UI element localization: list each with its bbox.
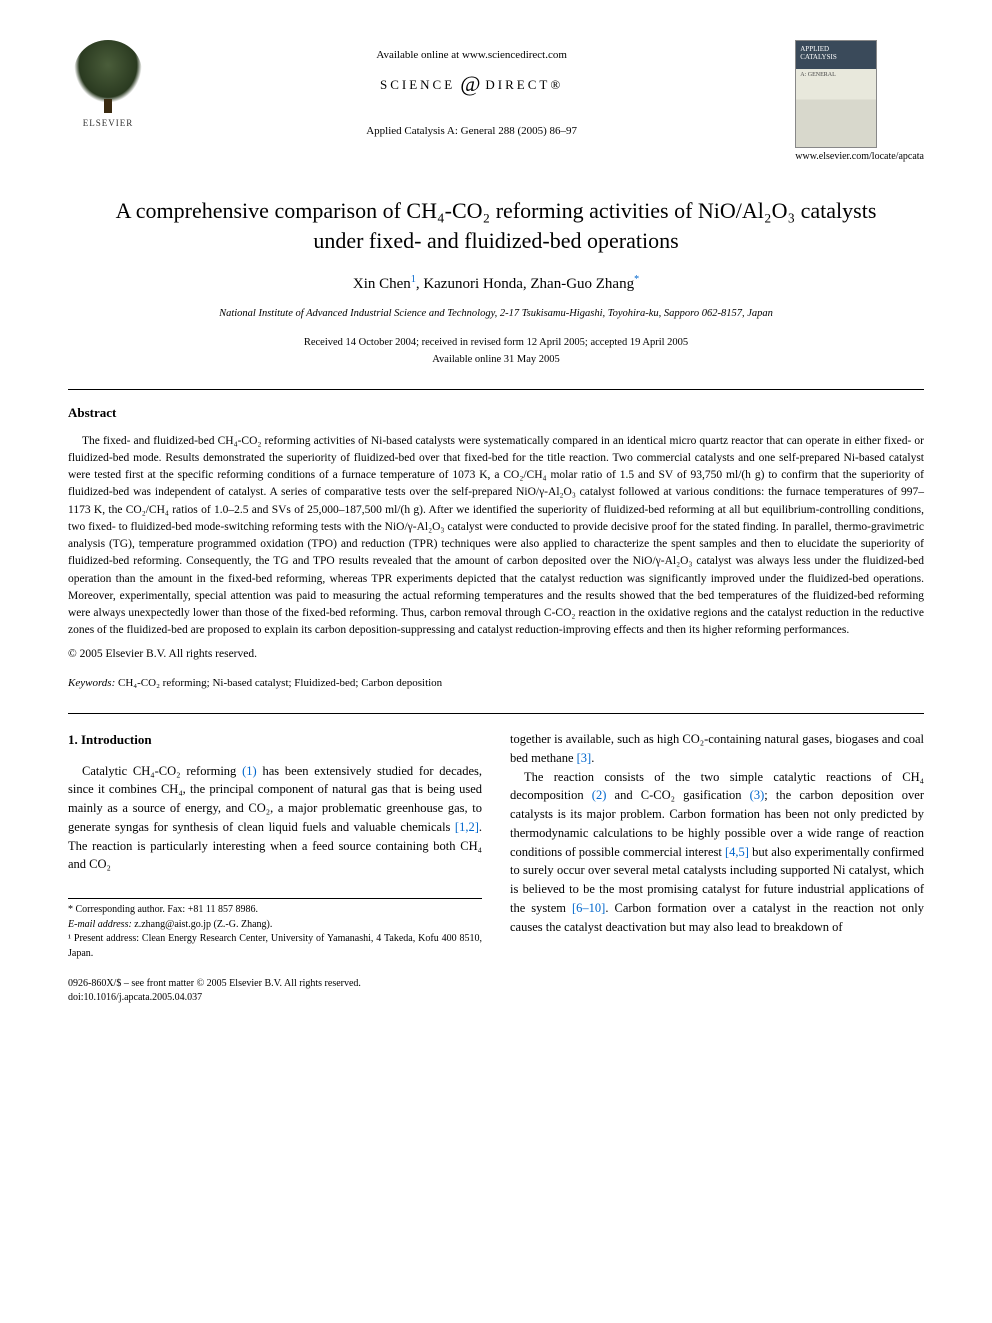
sd-at-icon: @: [460, 69, 480, 100]
publisher-name: ELSEVIER: [83, 117, 134, 130]
center-header: Available online at www.sciencedirect.co…: [148, 40, 795, 140]
footer-row: 0926-860X/$ – see front matter © 2005 El…: [68, 977, 924, 1005]
keywords-label: Keywords:: [68, 677, 115, 689]
intro-text-r1b: .: [591, 751, 594, 765]
elsevier-tree-icon: [74, 40, 142, 103]
footnote-1: ¹ Present address: Clean Energy Research…: [68, 932, 482, 961]
column-left: 1. Introduction Catalytic CH₄-CO₂ reform…: [68, 730, 482, 961]
sciencedirect-logo: SCIENCE @ DIRECT®: [380, 69, 563, 100]
abstract-copyright: © 2005 Elsevier B.V. All rights reserved…: [68, 646, 924, 662]
citation-1-2[interactable]: [1,2]: [455, 820, 479, 834]
intro-text-r1a: together is available, such as high CO₂-…: [510, 732, 924, 765]
cover-title-1: APPLIED: [800, 45, 829, 53]
keywords-text: CH₄-CO₂ reforming; Ni-based catalyst; Fl…: [115, 677, 442, 689]
footer-copyright: 0926-860X/$ – see front matter © 2005 El…: [68, 977, 361, 991]
abstract-heading: Abstract: [68, 404, 924, 422]
equation-ref-3[interactable]: (3): [750, 788, 765, 802]
journal-cover-sub: A: GENERAL: [800, 71, 836, 79]
citation-3[interactable]: [3]: [577, 751, 592, 765]
affiliation: National Institute of Advanced Industria…: [68, 307, 924, 322]
journal-cover-wrap: APPLIED CATALYSIS A: GENERAL www.elsevie…: [795, 40, 924, 164]
intro-text-r2b: and C-CO₂ gasification: [606, 788, 749, 802]
abstract-body: The fixed- and fluidized-bed CH₄-CO₂ ref…: [68, 433, 924, 640]
email-value: z.zhang@aist.go.jp (Z.-G. Zhang).: [132, 919, 273, 930]
intro-para-2: The reaction consists of the two simple …: [510, 768, 924, 937]
header-row: ELSEVIER Available online at www.science…: [68, 40, 924, 164]
citation-4-5[interactable]: [4,5]: [725, 845, 749, 859]
authors-line: Xin Chen1, Kazunori Honda, Zhan-Guo Zhan…: [68, 273, 924, 295]
online-date: Available online 31 May 2005: [68, 353, 924, 368]
journal-cover: APPLIED CATALYSIS A: GENERAL: [795, 40, 877, 148]
cover-title-2: CATALYSIS: [800, 53, 836, 61]
intro-text-1a: Catalytic CH₄-CO₂ reforming: [82, 764, 242, 778]
intro-para-1: Catalytic CH₄-CO₂ reforming (1) has been…: [68, 762, 482, 875]
footer-block: 0926-860X/$ – see front matter © 2005 El…: [68, 977, 361, 1005]
journal-cover-title: APPLIED CATALYSIS: [800, 45, 836, 62]
sd-right: DIRECT®: [485, 76, 563, 94]
column-right: together is available, such as high CO₂-…: [510, 730, 924, 961]
sd-left: SCIENCE: [380, 76, 455, 94]
author-1: Xin Chen: [353, 276, 411, 292]
author-3-corresponding-link[interactable]: *: [634, 274, 639, 285]
email-label: E-mail address:: [68, 919, 132, 930]
citation-6-10[interactable]: [6–10]: [572, 901, 605, 915]
footer-doi: doi:10.1016/j.apcata.2005.04.037: [68, 991, 361, 1005]
publisher-logo: ELSEVIER: [68, 40, 148, 130]
author-2: Kazunori Honda: [423, 276, 523, 292]
footnotes-block: * Corresponding author. Fax: +81 11 857 …: [68, 898, 482, 961]
divider-top: [68, 389, 924, 390]
footnote-corresponding: * Corresponding author. Fax: +81 11 857 …: [68, 903, 482, 918]
equation-ref-1[interactable]: (1): [242, 764, 257, 778]
intro-para-1-cont: together is available, such as high CO₂-…: [510, 730, 924, 768]
received-dates: Received 14 October 2004; received in re…: [68, 336, 924, 351]
article-title: A comprehensive comparison of CH₄-CO₂ re…: [88, 196, 904, 255]
divider-bottom: [68, 713, 924, 714]
author-3: Zhan-Guo Zhang: [530, 276, 634, 292]
journal-url: www.elsevier.com/locate/apcata: [795, 150, 924, 164]
footnote-email: E-mail address: z.zhang@aist.go.jp (Z.-G…: [68, 918, 482, 933]
introduction-heading: 1. Introduction: [68, 730, 482, 750]
keywords-line: Keywords: CH₄-CO₂ reforming; Ni-based ca…: [68, 676, 924, 691]
journal-reference: Applied Catalysis A: General 288 (2005) …: [148, 124, 795, 139]
available-online-text: Available online at www.sciencedirect.co…: [148, 48, 795, 63]
equation-ref-2[interactable]: (2): [592, 788, 607, 802]
body-columns: 1. Introduction Catalytic CH₄-CO₂ reform…: [68, 730, 924, 961]
